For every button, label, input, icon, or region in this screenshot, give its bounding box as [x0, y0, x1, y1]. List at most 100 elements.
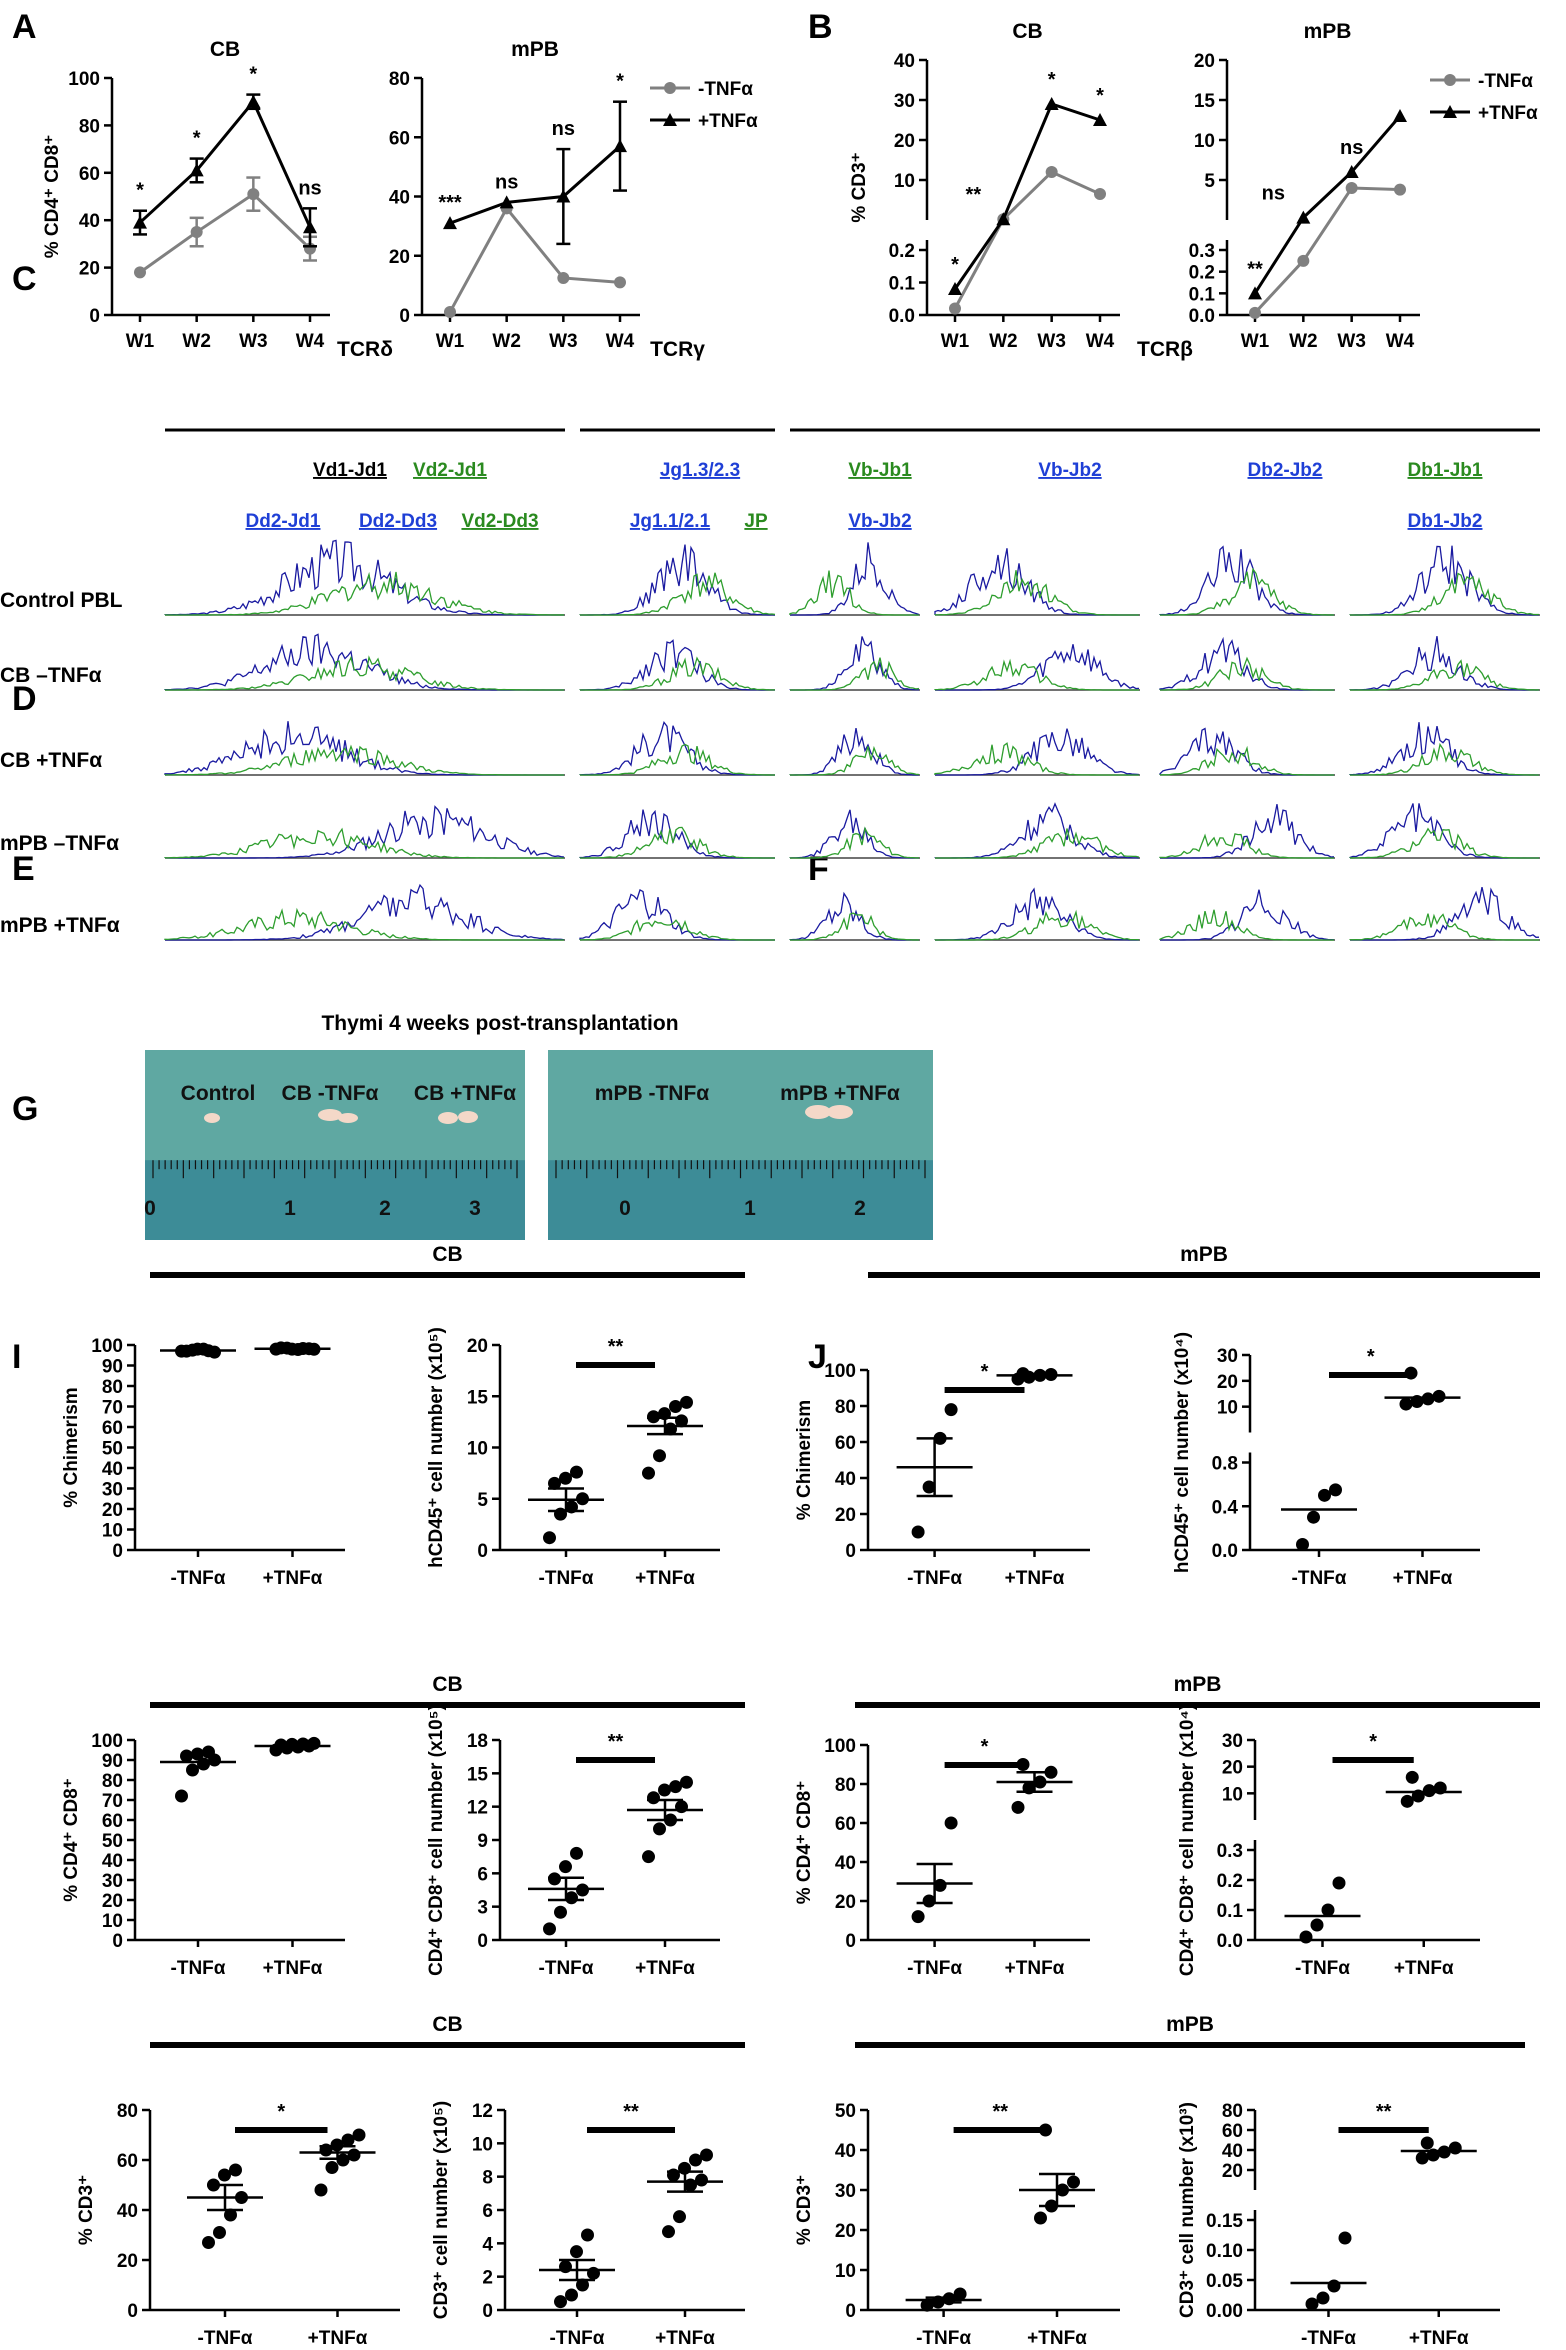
x-tick-label: +TNFα	[308, 2328, 368, 2349]
data-point	[1011, 1800, 1025, 1814]
spectratype-trace	[789, 891, 920, 941]
y-tick-label: 50	[102, 1831, 123, 1852]
x-tick-label: +TNFα	[1394, 1958, 1454, 1979]
y-tick-label: 20	[1194, 51, 1215, 72]
data-point	[922, 1480, 936, 1494]
y-tick-label: 40	[894, 51, 915, 72]
legend-marker	[1443, 105, 1457, 118]
x-tick-label: +TNFα	[635, 1568, 695, 1589]
panel-label-B: B	[808, 8, 833, 46]
data-point	[1034, 2211, 1047, 2225]
y-tick-label: 0.0	[1189, 306, 1215, 327]
y-tick-label: 0.05	[1206, 2271, 1243, 2292]
y-tick-label: 40	[102, 1851, 123, 1872]
spectratype-trace	[1349, 636, 1540, 691]
data-point	[948, 282, 962, 295]
x-tick-label: W1	[1241, 331, 1270, 352]
spectratype-trace	[789, 809, 920, 859]
thymus-tissue	[458, 1111, 478, 1123]
spectratype-trace	[790, 657, 920, 691]
spectratype-trace	[789, 826, 920, 859]
y-tick-label: 20	[835, 2221, 856, 2242]
y-tick-label: 0.8	[1212, 1454, 1238, 1475]
data-point	[581, 2228, 594, 2242]
data-point	[1329, 1483, 1342, 1497]
x-tick-label: W3	[549, 331, 578, 352]
x-tick-label: +TNFα	[635, 1958, 695, 1979]
spectratype-trace	[934, 570, 1140, 616]
y-tick-label: 0	[112, 1931, 123, 1952]
data-point	[933, 1878, 947, 1892]
ruler-number: 0	[144, 1197, 156, 1220]
data-point	[949, 302, 961, 315]
series-line	[1253, 186, 1401, 314]
data-point	[653, 1449, 666, 1463]
data-point	[186, 1763, 199, 1777]
spectratype-trace	[1349, 742, 1540, 776]
thymus-tissue	[338, 1113, 358, 1123]
data-point	[700, 2148, 713, 2162]
y-tick-label: 0.0	[889, 306, 915, 327]
data-point	[1093, 113, 1107, 126]
panel-label-D: D	[12, 680, 37, 718]
ruler-number: 1	[284, 1197, 296, 1220]
y-tick-label: 20	[467, 1336, 488, 1357]
y-tick-label: 20	[102, 1891, 123, 1912]
data-point	[1421, 1392, 1435, 1406]
section-title: mPB	[1166, 2013, 1214, 2036]
chart-title: mPB	[511, 38, 559, 61]
data-point	[1296, 210, 1311, 224]
spectratype-trace	[790, 745, 920, 776]
x-tick-label: -TNFα	[907, 1958, 962, 1979]
y-tick-label: 80	[835, 1775, 856, 1796]
data-point	[662, 2225, 675, 2239]
tcr-group-label: TCRδ	[337, 338, 393, 361]
data-point	[499, 195, 514, 209]
y-tick-label: 40	[79, 211, 100, 232]
y-tick-label: 90	[102, 1751, 123, 1772]
y-tick-label: 10	[467, 1439, 488, 1460]
data-point	[653, 1822, 666, 1836]
y-tick-label: 20	[1222, 2161, 1243, 2182]
significance-label: **	[966, 184, 982, 206]
data-point	[669, 1400, 682, 1413]
x-tick-label: W3	[239, 331, 268, 352]
x-tick-label: W1	[126, 331, 155, 352]
chart-title: mPB	[1304, 20, 1352, 43]
section-title: CB	[432, 1243, 462, 1266]
segment-label: Db2-Jb2	[1248, 460, 1323, 481]
x-tick-label: -TNFα	[171, 1958, 226, 1979]
data-point	[352, 2128, 366, 2142]
y-tick-label: 60	[102, 1811, 123, 1832]
data-point	[218, 2168, 231, 2182]
legend-label: +TNFα	[698, 111, 758, 132]
data-point	[576, 2278, 589, 2292]
y-tick-label: 60	[835, 1814, 856, 1835]
thymus-tissue	[827, 1105, 853, 1119]
y-tick-label: 20	[117, 2251, 138, 2272]
significance-label: *	[616, 71, 624, 93]
y-tick-label: 0.3	[1217, 1841, 1243, 1862]
spectratype-trace	[934, 548, 1139, 616]
y-axis-label: % CD4⁺ CD8⁺	[794, 1781, 815, 1905]
data-point	[559, 1471, 572, 1485]
data-point	[1394, 183, 1406, 196]
data-point	[444, 306, 456, 319]
y-tick-label: 0	[482, 2301, 493, 2322]
ruler-number: 1	[744, 1197, 756, 1220]
data-point	[1432, 1389, 1446, 1403]
data-point	[1321, 1903, 1335, 1917]
y-axis-label: % Chimerism	[794, 1400, 815, 1520]
x-tick-label: W4	[296, 331, 325, 352]
segment-label: Dd2-Dd3	[359, 511, 437, 532]
y-axis-label: % Chimerism	[61, 1387, 82, 1507]
y-axis-label: hCD45⁺ cell number (x10⁵)	[426, 1327, 447, 1568]
significance-label: ns	[1340, 137, 1363, 159]
data-point	[191, 1747, 204, 1761]
data-point	[570, 2245, 583, 2259]
data-point	[307, 1736, 321, 1750]
spectratype-trace	[1349, 545, 1540, 616]
series-line	[138, 98, 312, 228]
y-tick-label: 100	[824, 1361, 856, 1382]
